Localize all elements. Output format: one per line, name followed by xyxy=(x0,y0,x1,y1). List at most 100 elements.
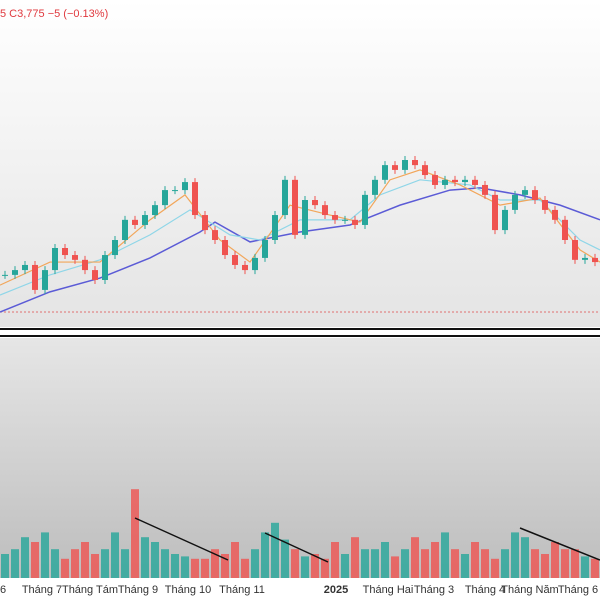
volume-bar xyxy=(191,558,199,578)
candle xyxy=(262,240,268,258)
volume-bar xyxy=(461,554,469,578)
volume-bar xyxy=(271,522,279,578)
volume-bar xyxy=(51,549,59,578)
volume-bar xyxy=(531,549,539,578)
candle xyxy=(332,215,338,220)
price-panel xyxy=(0,0,600,327)
candle xyxy=(592,257,598,263)
volume-bar xyxy=(311,554,319,578)
moving-average xyxy=(0,179,600,296)
volume-bar xyxy=(181,556,189,578)
volume-bar xyxy=(131,489,139,578)
volume-bar xyxy=(211,549,219,578)
candle xyxy=(112,240,118,256)
volume-bar xyxy=(141,537,149,578)
volume-panel xyxy=(0,338,600,578)
volume-bar xyxy=(81,542,89,578)
candle xyxy=(242,264,248,271)
candle xyxy=(182,182,188,191)
candle xyxy=(542,200,548,210)
candle xyxy=(2,274,8,276)
x-tick-label: Tháng 6 xyxy=(558,584,598,596)
ohlc-legend: 5 C3,775 −5 (−0.13%) xyxy=(0,8,108,20)
trend-line xyxy=(134,517,229,561)
volume-bar xyxy=(251,549,259,578)
x-tick-label: Tháng 10 xyxy=(165,584,211,596)
volume-bar xyxy=(281,539,289,578)
volume-bar xyxy=(71,549,79,578)
x-tick-label: Tháng 11 xyxy=(219,584,265,596)
candle xyxy=(232,255,238,265)
volume-bar xyxy=(401,549,409,578)
trend-line xyxy=(519,527,600,561)
x-tick-label: Tháng 9 xyxy=(118,584,158,596)
candle xyxy=(392,165,398,170)
volume-bar xyxy=(381,542,389,578)
candle xyxy=(152,205,158,216)
x-tick-label: Tháng 4 xyxy=(465,584,505,596)
candle xyxy=(352,219,358,225)
candle xyxy=(482,184,488,195)
volume-bar xyxy=(481,549,489,578)
volume-bar xyxy=(21,537,29,578)
time-axis xyxy=(0,578,600,600)
volume-bar xyxy=(441,532,449,578)
candle xyxy=(212,230,218,240)
volume-bar xyxy=(91,554,99,578)
candle xyxy=(122,219,128,240)
volume-bar xyxy=(1,554,9,578)
volume-bar xyxy=(341,554,349,578)
x-tick-label: Tháng 3 xyxy=(414,584,454,596)
candle xyxy=(42,270,48,290)
volume-bar xyxy=(231,542,239,578)
candle xyxy=(132,219,138,225)
candle xyxy=(502,209,508,231)
candle xyxy=(422,165,428,176)
candle xyxy=(402,160,408,170)
volume-bar xyxy=(361,549,369,578)
volume-bar xyxy=(101,549,109,578)
candle xyxy=(22,264,28,271)
candle xyxy=(302,200,308,235)
volume-bar xyxy=(61,558,69,578)
volume-bar xyxy=(171,554,179,578)
candle xyxy=(522,190,528,195)
volume-bar xyxy=(331,542,339,578)
plot-layer xyxy=(0,156,600,578)
volume-bar xyxy=(221,554,229,578)
candle xyxy=(552,209,558,220)
candle xyxy=(282,179,288,216)
candle xyxy=(472,179,478,185)
volume-bar xyxy=(41,532,49,578)
moving-average xyxy=(0,187,600,313)
volume-bar xyxy=(411,537,419,578)
x-tick-label: 6 xyxy=(0,584,6,596)
volume-bar xyxy=(591,558,599,578)
volume-bar xyxy=(521,537,529,578)
volume-bar xyxy=(471,542,479,578)
candle xyxy=(442,179,448,185)
candle xyxy=(322,205,328,216)
volume-bar xyxy=(431,542,439,578)
candle xyxy=(372,179,378,195)
volume-bar xyxy=(321,558,329,578)
x-tick-label: Tháng Hai xyxy=(363,584,414,596)
candle xyxy=(452,179,458,183)
volume-bar xyxy=(201,558,209,578)
candle xyxy=(362,194,368,225)
candle xyxy=(222,240,228,256)
candle xyxy=(572,240,578,260)
candle xyxy=(342,219,348,221)
candle xyxy=(292,179,298,235)
volume-bar xyxy=(541,554,549,578)
volume-bar xyxy=(391,556,399,578)
trend-line xyxy=(264,532,329,563)
candle xyxy=(312,200,318,206)
x-tick-label: Tháng Năm xyxy=(501,584,558,596)
candle xyxy=(412,160,418,166)
candle xyxy=(462,179,468,183)
volume-bar xyxy=(551,542,559,578)
candle xyxy=(142,215,148,225)
volume-bar xyxy=(291,549,299,578)
